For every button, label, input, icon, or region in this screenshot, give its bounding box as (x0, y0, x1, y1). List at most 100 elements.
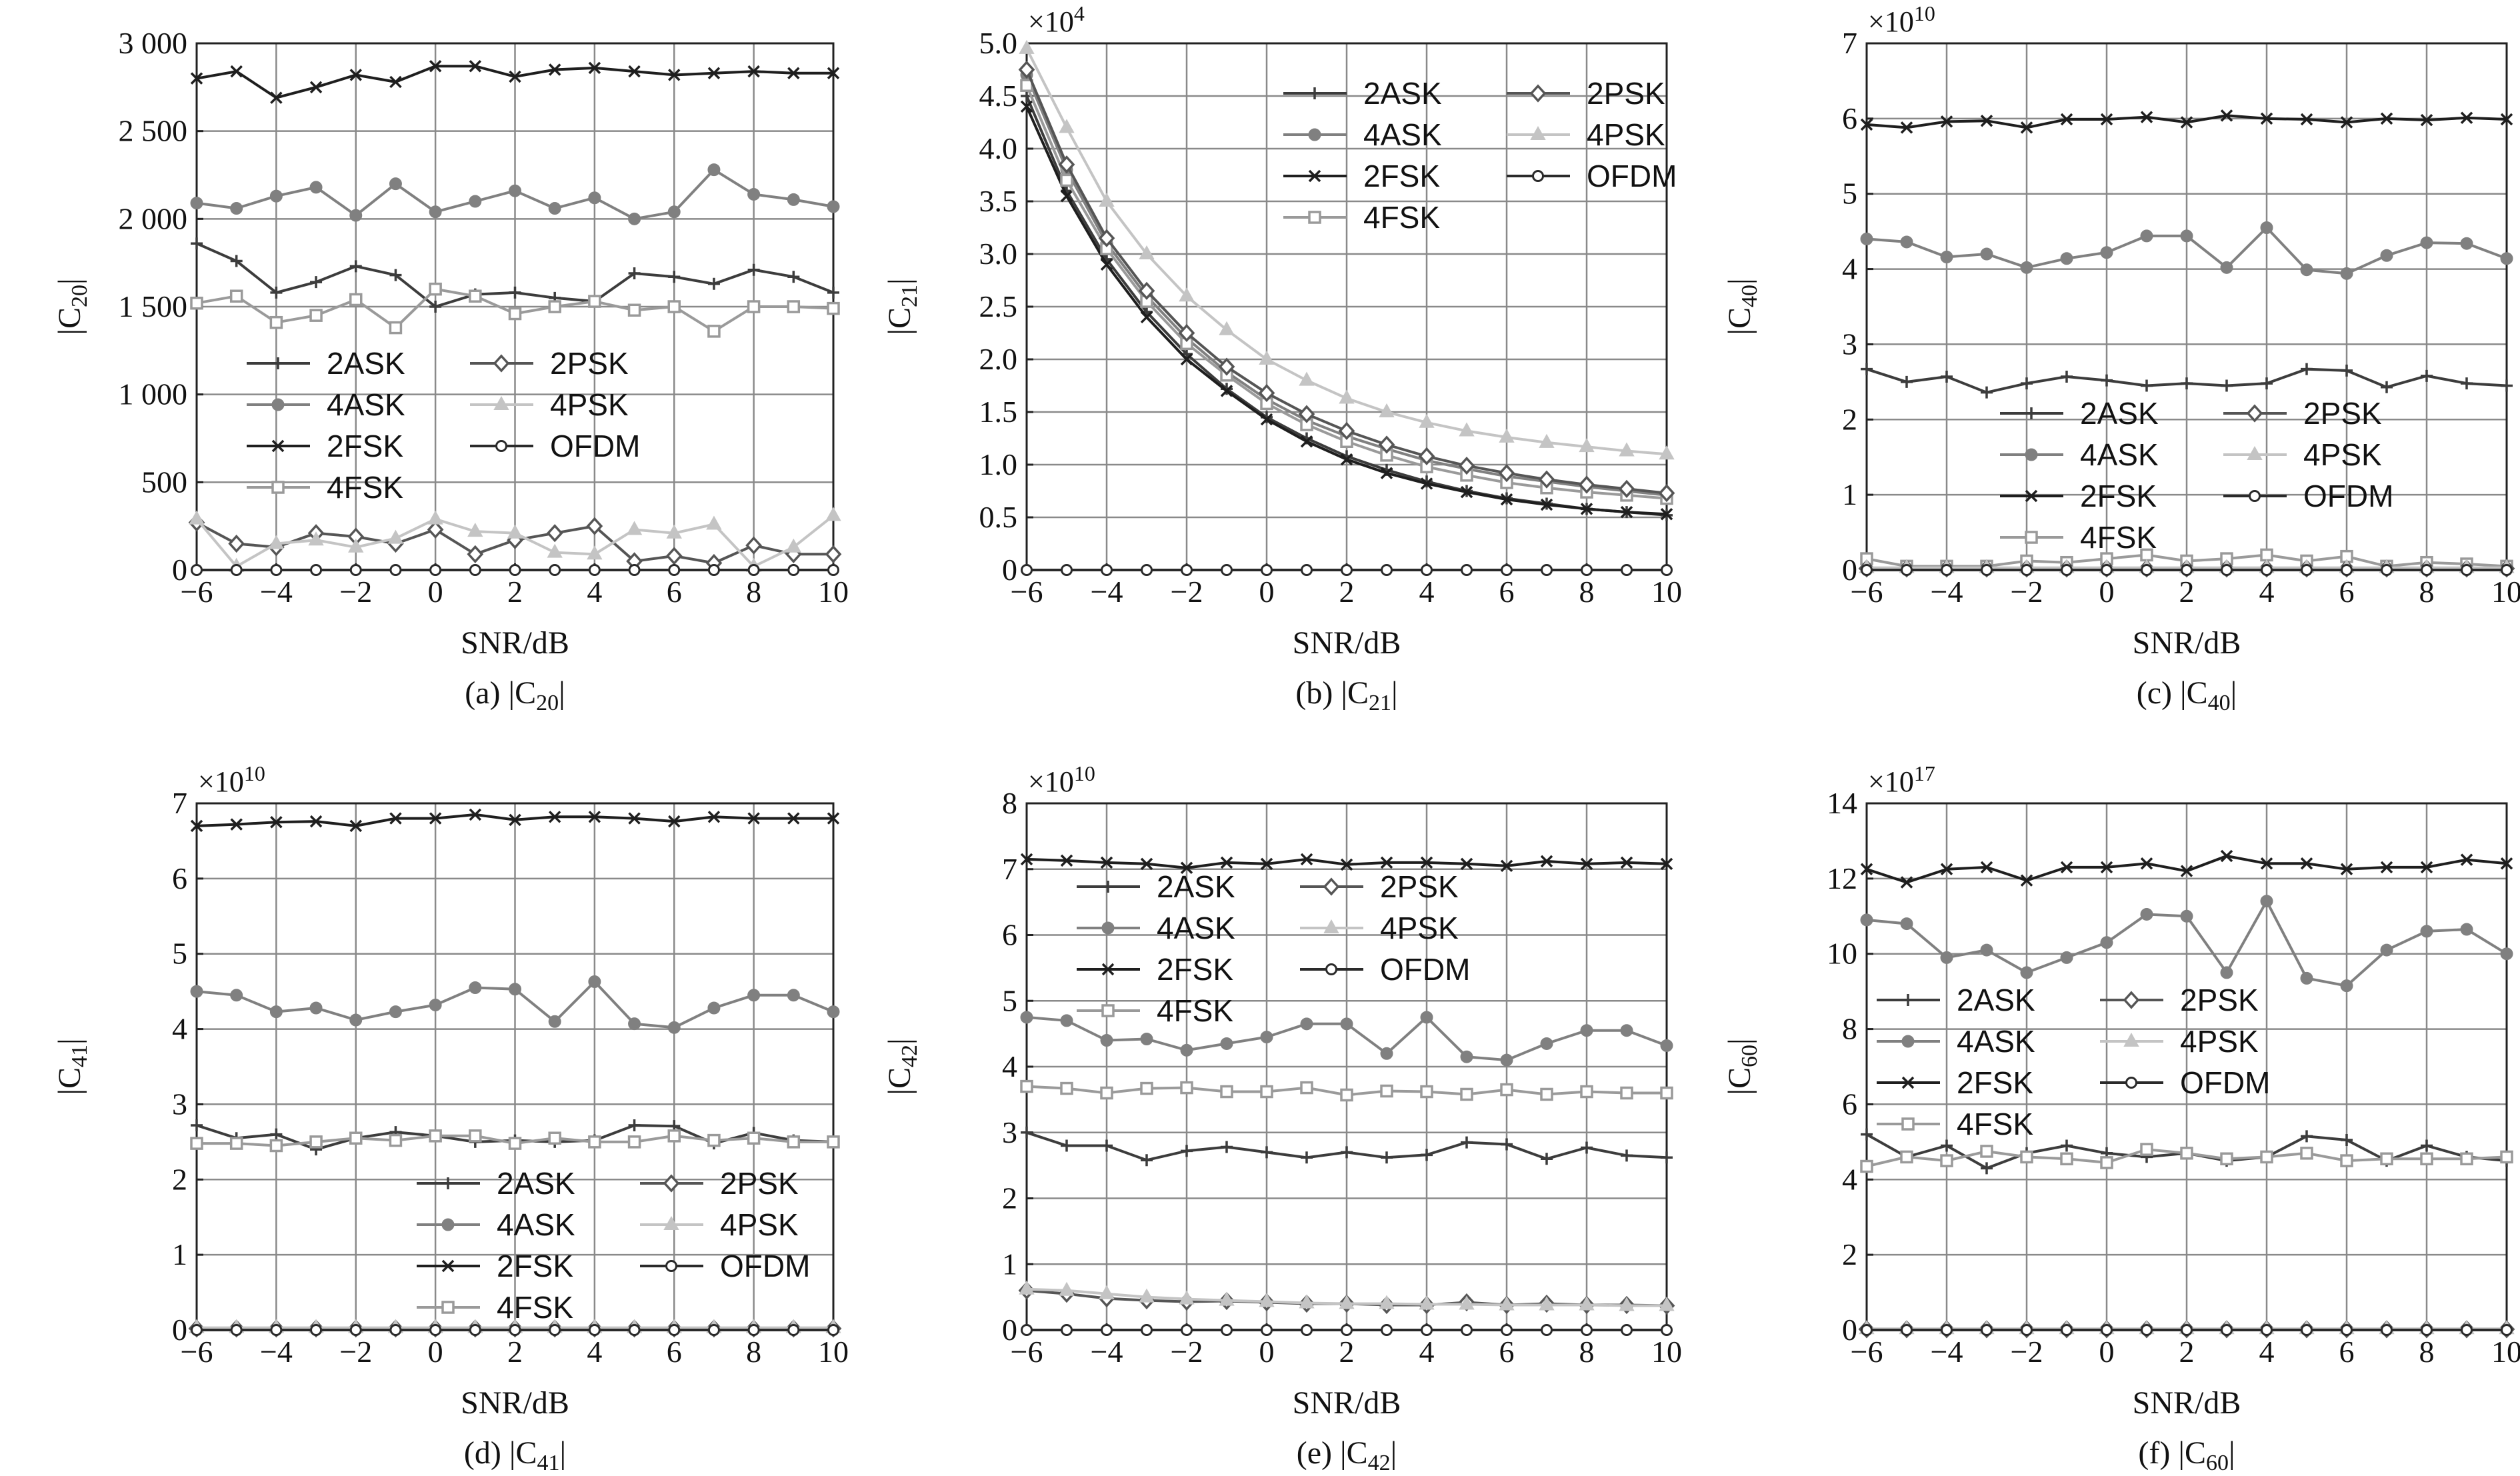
data-point (2060, 861, 2073, 874)
data-point (1900, 235, 1913, 249)
data-point (1620, 856, 1633, 869)
data-point (1418, 447, 1435, 465)
y-tick-label: 2.5 (979, 289, 1018, 323)
data-point (190, 72, 203, 85)
chart-panel-1: −6 −4 −2 0 2 4 6 8 10 0 500 1 000 1 500 2 000 2 500 3 0… (52, 26, 849, 715)
x-tick-label: 2 (2179, 1335, 2195, 1369)
data-point (270, 1128, 283, 1141)
data-point (549, 1324, 561, 1336)
legend-marker (441, 1301, 455, 1314)
axis-exponent-label: ×104 (1028, 1, 1085, 38)
data-point (827, 301, 840, 315)
data-point (2301, 363, 2313, 375)
y-axis-label: |C21| (882, 278, 922, 335)
x-tick-label: 8 (2419, 575, 2435, 609)
x-tick-label: 8 (1579, 575, 1595, 609)
data-point (787, 1135, 801, 1149)
data-point (387, 529, 404, 544)
data-point (787, 271, 800, 283)
data-point (1140, 857, 1153, 871)
panel-caption: (c) |C40| (2137, 675, 2237, 715)
series-2ask (1021, 1126, 1673, 1167)
x-tick-label: 10 (1651, 575, 1682, 609)
x-tick-label: 10 (818, 575, 849, 609)
data-point (1901, 375, 1913, 388)
data-point (2021, 377, 2033, 390)
y-tick-label: 2 000 (119, 201, 188, 235)
data-point (1980, 861, 1993, 874)
data-point (588, 295, 601, 308)
y-tick-label: 0 (1842, 1313, 1857, 1347)
data-point (2420, 236, 2433, 249)
data-point (588, 1324, 601, 1336)
data-point (2420, 861, 2433, 874)
legend-marker (1529, 84, 1547, 103)
data-point (228, 534, 245, 553)
data-point (707, 277, 720, 290)
legend-entry-4ask: 4ASK (417, 1207, 575, 1242)
data-point (2180, 116, 2193, 129)
data-point (429, 998, 442, 1011)
series-4ask (1860, 895, 2513, 993)
data-point (1501, 1138, 1513, 1151)
legend-label: OFDM (1380, 952, 1470, 987)
data-point (469, 808, 482, 821)
data-point (1460, 857, 1473, 871)
data-point (707, 1133, 721, 1147)
series-ofdm (1861, 1324, 2513, 1336)
data-point (1301, 1151, 1313, 1164)
x-tick-label: −4 (1931, 575, 1963, 609)
data-point (706, 515, 722, 530)
data-point (1621, 1324, 1633, 1336)
data-point (1619, 1297, 1635, 1311)
legend-entry-4fsk: 4FSK (1877, 1107, 2033, 1141)
data-point (1061, 564, 1073, 576)
data-point (1420, 1085, 1433, 1099)
data-point (2300, 1147, 2313, 1160)
x-tick-label: −4 (1091, 1335, 1123, 1369)
data-point (1900, 876, 1913, 889)
data-point (2020, 874, 2033, 887)
legend-entry-ofdm: OFDM (640, 1249, 810, 1283)
data-point (2141, 564, 2153, 576)
data-point (1099, 1285, 1115, 1299)
data-point (1220, 1085, 1233, 1099)
legend-label: 4PSK (2303, 437, 2382, 472)
data-point (1541, 1324, 1553, 1336)
data-point (1860, 913, 1873, 927)
data-point (2261, 564, 2273, 576)
data-point (1380, 1084, 1393, 1098)
data-point (230, 818, 243, 831)
legend: 2ASK 4ASK 2FSK 4FSK 2PSK 4PSK OFDM (417, 1166, 810, 1325)
series-4ask (1860, 221, 2513, 280)
data-point (190, 197, 203, 210)
data-point (2100, 246, 2113, 259)
chart-panel-3: −6 −4 −2 0 2 4 6 8 10 0 1 2 3 4 5 6 7 ×1010 SNR/dB (c) |C40… (1722, 1, 2520, 715)
y-tick-label: 6 (1842, 101, 1857, 135)
legend-label: 2ASK (1363, 76, 1442, 111)
data-point (1660, 1086, 1673, 1100)
data-point (1021, 1324, 1033, 1336)
data-point (230, 65, 243, 78)
data-point (1139, 1288, 1155, 1303)
data-point (628, 1324, 641, 1336)
legend-label: 4FSK (497, 1290, 573, 1325)
data-point (1618, 479, 1635, 498)
y-tick-label: 0 (172, 1313, 187, 1347)
data-point (1900, 917, 1913, 931)
data-point (1941, 1139, 1953, 1152)
data-point (2221, 1324, 2233, 1336)
data-point (230, 989, 243, 1002)
data-point (509, 983, 521, 996)
data-point (348, 538, 364, 553)
data-point (2261, 377, 2273, 390)
data-point (1260, 1031, 1273, 1044)
legend-entry-4psk: 4PSK (2100, 1024, 2259, 1059)
series-4fsk (190, 282, 840, 338)
data-point (1339, 389, 1355, 404)
data-point (1019, 39, 1035, 54)
data-point (389, 1005, 402, 1019)
legend-label: 4PSK (1587, 117, 1665, 152)
data-point (389, 564, 402, 576)
data-point (1579, 438, 1595, 453)
